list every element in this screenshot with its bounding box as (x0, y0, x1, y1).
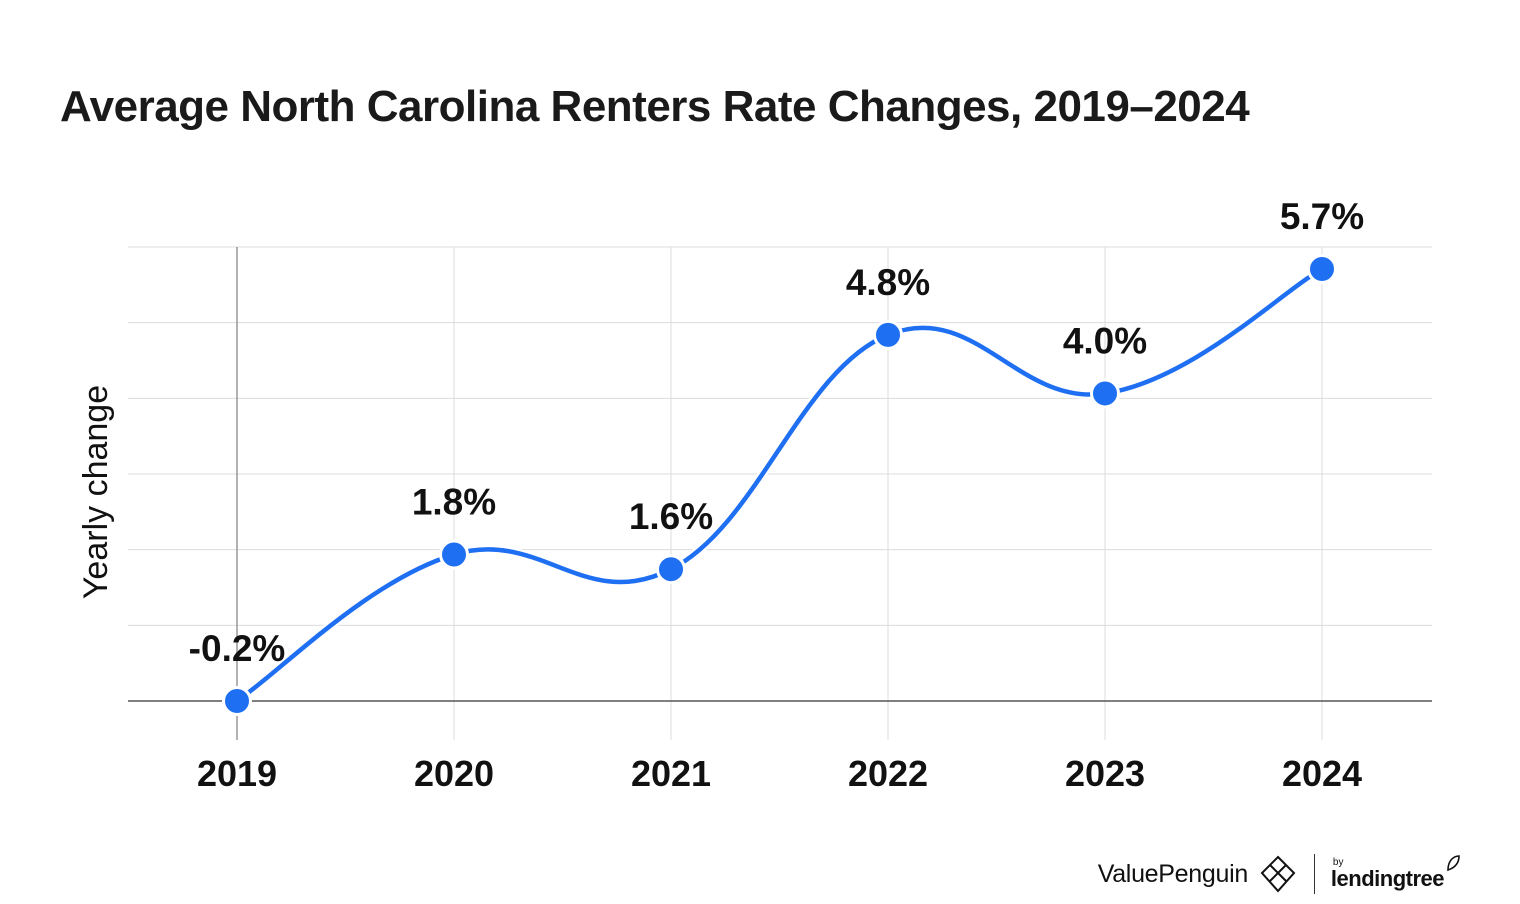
data-label: 4.8% (846, 262, 930, 303)
data-point (656, 554, 686, 585)
data-label: 1.6% (629, 496, 713, 537)
data-label: 4.0% (1063, 320, 1147, 361)
data-point (873, 319, 903, 350)
data-points (222, 253, 1337, 716)
series-line (235, 267, 1324, 703)
x-tick-label: 2020 (414, 753, 494, 794)
x-tick-labels: 2019 2020 2021 2022 2023 2024 (197, 753, 1362, 794)
brand-name: ValuePenguin (1097, 859, 1249, 888)
penguin-logo-icon (1260, 855, 1296, 893)
brand-partner: lendingtree (1330, 866, 1445, 891)
brand-divider (1313, 854, 1315, 894)
series-line-halo (234, 265, 1325, 705)
chart-title: Average North Carolina Renters Rate Chan… (60, 82, 1250, 131)
data-label: 1.8% (412, 482, 496, 523)
x-tick-label: 2022 (848, 753, 928, 794)
data-point (1307, 253, 1337, 284)
y-axis-label: Yearly change (77, 385, 115, 599)
data-point (439, 539, 469, 570)
brand-by: by (1332, 857, 1344, 868)
data-point (222, 686, 252, 716)
x-tick-label: 2024 (1282, 753, 1362, 794)
x-tick-label: 2019 (197, 753, 277, 794)
x-tick-label: 2023 (1065, 753, 1145, 794)
brand-logo: ValuePenguin by lendingtree (1098, 854, 1460, 894)
data-point (1090, 378, 1120, 409)
x-tick-label: 2021 (631, 753, 711, 794)
data-label: -0.2% (189, 628, 286, 669)
data-labels: -0.2% 1.8% 1.6% 4.8% 4.0% 5.7% (189, 196, 1365, 669)
grid-lines (128, 246, 1432, 740)
series-line-layer (234, 265, 1325, 705)
leaf-icon (1447, 855, 1460, 872)
data-label: 5.7% (1280, 196, 1364, 237)
